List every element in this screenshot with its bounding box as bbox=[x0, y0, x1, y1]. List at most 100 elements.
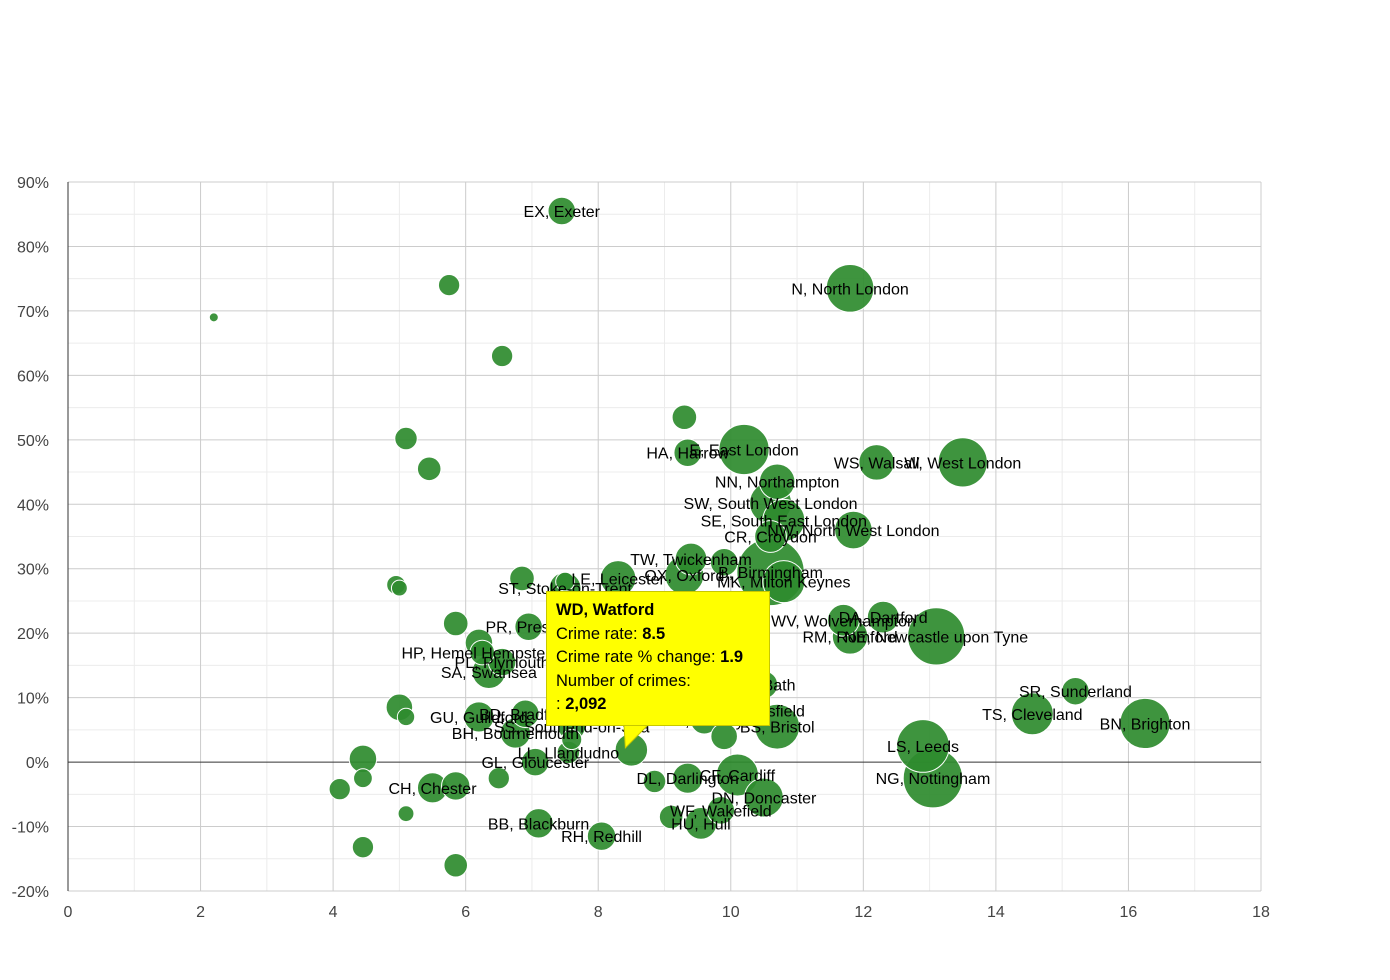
bubble[interactable] bbox=[328, 778, 351, 801]
bubble-label: RH, Redhill bbox=[561, 829, 642, 846]
bubble-label: DL, Darlington bbox=[637, 771, 739, 788]
x-tick-label: 10 bbox=[722, 904, 740, 921]
bubble-label: OX, Oxford bbox=[644, 568, 724, 585]
bubble[interactable] bbox=[514, 612, 543, 641]
bubble[interactable] bbox=[523, 808, 554, 839]
y-tick-label: 0% bbox=[26, 755, 49, 772]
bubble-label: SA, Swansea bbox=[441, 665, 537, 682]
bubble[interactable] bbox=[671, 404, 698, 431]
axes: 0 2 4 6 8 10 12 14 16 18 -20% -10% 0% 10% 20% 30% 40% 50%… bbox=[12, 175, 1270, 921]
tooltip: WD, Watford Crime rate: 8.5 Crime rate %… bbox=[546, 591, 770, 726]
y-tick-label: 90% bbox=[17, 175, 49, 192]
bubble[interactable] bbox=[834, 510, 873, 550]
bubble[interactable] bbox=[490, 344, 514, 368]
bubble[interactable] bbox=[463, 701, 495, 733]
bubble-label: LL, Llandudno bbox=[518, 745, 620, 762]
bubble[interactable] bbox=[706, 796, 736, 825]
bubble-label: TS, Cleveland bbox=[982, 707, 1083, 724]
y-tick-label: -10% bbox=[12, 820, 49, 837]
bubble-label: LE, Leicester bbox=[571, 571, 665, 588]
bubble[interactable] bbox=[1061, 676, 1090, 706]
bubble[interactable] bbox=[390, 579, 408, 597]
bubble[interactable] bbox=[353, 768, 373, 789]
bubble-label: BN, Brighton bbox=[1100, 716, 1191, 733]
bubble[interactable] bbox=[642, 769, 667, 794]
bubble[interactable] bbox=[443, 852, 468, 878]
bubble[interactable] bbox=[825, 264, 875, 313]
x-tick-label: 4 bbox=[329, 904, 338, 921]
bubble[interactable] bbox=[442, 610, 469, 637]
x-tick-label: 2 bbox=[196, 904, 205, 921]
bubble[interactable] bbox=[397, 805, 415, 823]
bubble-label: NN, Northampton bbox=[715, 475, 840, 492]
x-tick-label: 14 bbox=[987, 904, 1005, 921]
bubble-label: WV, Wolverhampton bbox=[771, 613, 916, 630]
bubble[interactable] bbox=[487, 767, 510, 790]
bubble[interactable] bbox=[394, 426, 418, 451]
bubble-label: CF, Cardiff bbox=[700, 768, 776, 785]
bubble-label: BH, Bournemouth bbox=[452, 726, 579, 743]
bubble[interactable] bbox=[351, 836, 375, 859]
bubble[interactable] bbox=[743, 777, 784, 818]
x-tick-label: 18 bbox=[1252, 904, 1270, 921]
bubble[interactable] bbox=[416, 456, 442, 482]
bubble[interactable] bbox=[866, 600, 900, 634]
bubble[interactable] bbox=[673, 438, 702, 467]
bubble-label: WF, Wakefield bbox=[670, 803, 772, 820]
bubble[interactable] bbox=[208, 312, 219, 323]
bubble[interactable] bbox=[709, 548, 739, 577]
y-tick-label: 70% bbox=[17, 304, 49, 321]
tooltip-change-label: Crime rate % change: bbox=[556, 648, 716, 666]
bubble[interactable] bbox=[1119, 697, 1171, 750]
bubble[interactable] bbox=[896, 719, 950, 773]
bubble-label: TW, Twickenham bbox=[630, 552, 752, 569]
bubble-label: EX, Exeter bbox=[524, 204, 601, 221]
bubble[interactable] bbox=[511, 699, 540, 728]
bubble-label: SW, South West London bbox=[684, 496, 858, 513]
bubble[interactable] bbox=[758, 463, 796, 500]
bubble[interactable] bbox=[469, 639, 496, 666]
bubble[interactable] bbox=[937, 437, 988, 488]
x-tick-label: 8 bbox=[594, 904, 603, 921]
bubble[interactable] bbox=[672, 762, 704, 794]
bubble[interactable] bbox=[586, 821, 617, 851]
bubble[interactable] bbox=[754, 520, 787, 553]
y-tick-label: 50% bbox=[17, 433, 49, 450]
bubble[interactable] bbox=[907, 607, 966, 666]
bubble[interactable] bbox=[827, 603, 860, 637]
bubble[interactable] bbox=[521, 747, 550, 777]
bubble[interactable] bbox=[1010, 692, 1054, 736]
y-tick-label: 20% bbox=[17, 626, 49, 643]
bubble[interactable] bbox=[437, 273, 461, 297]
bubble[interactable] bbox=[509, 565, 535, 592]
bubble-label: E, East London bbox=[689, 442, 798, 459]
bubble[interactable] bbox=[715, 753, 759, 797]
bubble[interactable] bbox=[762, 560, 806, 604]
bubble[interactable] bbox=[396, 707, 416, 727]
bubble[interactable] bbox=[718, 423, 770, 476]
bubble[interactable] bbox=[561, 728, 583, 751]
tooltip-change-value: 1.9 bbox=[720, 648, 744, 666]
x-tick-label: 0 bbox=[64, 904, 73, 921]
bubble-label: N, North London bbox=[791, 281, 908, 298]
bubble-label: NG, Nottingham bbox=[876, 771, 991, 788]
bubble-label: SR, Sunderland bbox=[1019, 684, 1132, 701]
bubble[interactable] bbox=[441, 771, 471, 801]
y-tick-label: 80% bbox=[17, 239, 49, 256]
x-tick-label: 16 bbox=[1120, 904, 1138, 921]
bubble[interactable] bbox=[547, 196, 577, 226]
bubble-label: NE, Newcastle upon Tyne bbox=[844, 629, 1028, 646]
y-tick-label: 60% bbox=[17, 368, 49, 385]
bubble-label: GU, Guildford bbox=[430, 710, 528, 727]
bubble[interactable] bbox=[658, 804, 684, 830]
bubble[interactable] bbox=[674, 542, 708, 576]
bubble-label: DN, Doncaster bbox=[711, 791, 817, 808]
bubble-label: GL, Gloucester bbox=[481, 755, 589, 772]
tooltip-title: WD, Watford bbox=[556, 601, 655, 619]
bubble[interactable] bbox=[858, 444, 895, 481]
bubble-label: W, West London bbox=[904, 455, 1021, 472]
bubble-label: MK, Milton Keynes bbox=[717, 575, 850, 592]
tooltip-crimes-label: Number of crimes: bbox=[556, 671, 691, 690]
bubble-label: PL, Plymouth bbox=[455, 655, 550, 672]
